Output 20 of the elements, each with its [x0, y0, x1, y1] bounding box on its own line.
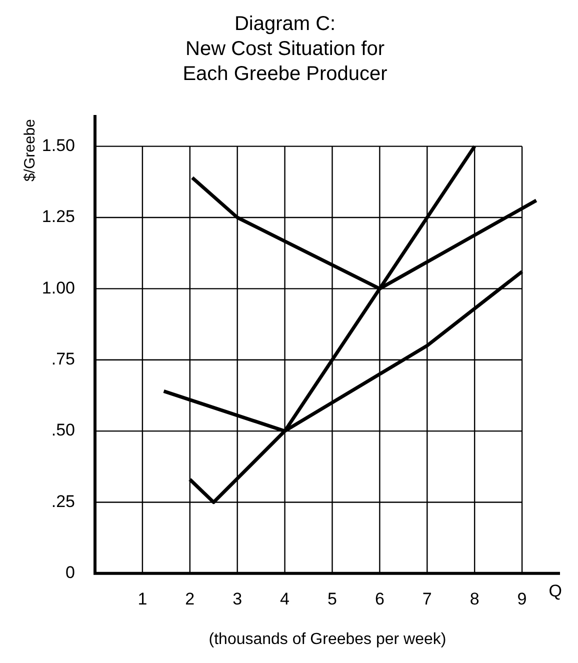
- y-tick-label: 1.25: [42, 207, 75, 226]
- x-tick-label: 2: [185, 589, 195, 608]
- x-tick-label: 7: [422, 589, 432, 608]
- x-tick-label: 1: [138, 589, 148, 608]
- chart-title: Diagram C: New Cost Situation for Each Greebe Producer: [182, 13, 388, 86]
- x-tick-label: 6: [374, 589, 384, 608]
- x-tick-label: 4: [280, 589, 290, 608]
- text: Q: [548, 582, 562, 601]
- y-axis-title: $/Greebe: [22, 119, 39, 182]
- x-tick-label: 8: [470, 589, 480, 608]
- y-tick-label: 1.00: [42, 278, 75, 298]
- x-tick-label: 9: [517, 589, 527, 608]
- y-tick-label: 0: [66, 563, 75, 582]
- y-tick-label: .25: [51, 492, 75, 511]
- x-tick-label: 5: [328, 589, 337, 608]
- y-tick-label: .75: [51, 350, 75, 369]
- x-axis-title: (thousands of Greebes per week): [208, 630, 446, 648]
- y-tick-label: 1.50: [42, 136, 75, 156]
- x-tick-label: 3: [232, 589, 242, 608]
- y-tick-label: .50: [51, 420, 75, 440]
